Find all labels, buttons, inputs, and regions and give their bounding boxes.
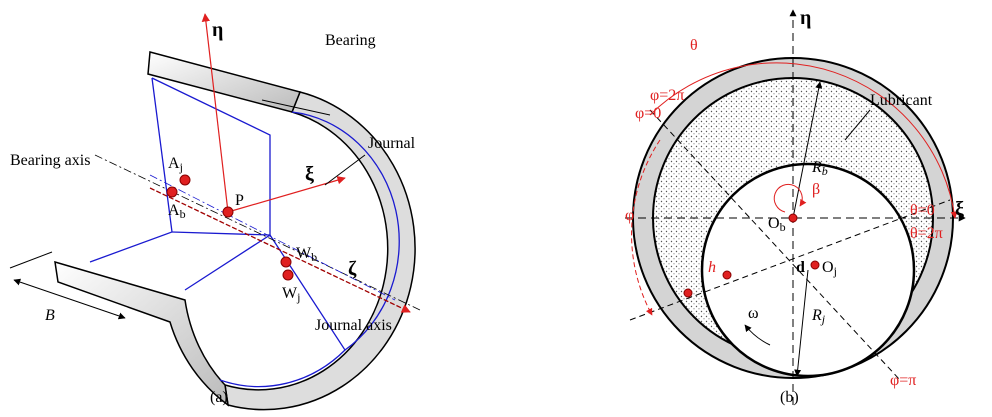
label: ξ — [955, 198, 964, 220]
label-part: b — [822, 164, 828, 178]
label-part: R — [811, 307, 822, 324]
label: P — [235, 192, 244, 209]
label: h — [708, 259, 716, 276]
label-part: b — [180, 207, 186, 221]
label: Bearing axis — [10, 152, 90, 169]
label: Ab — [168, 202, 186, 221]
bearing-bottom — [55, 262, 228, 405]
label: Wb — [296, 245, 317, 264]
b-line — [10, 252, 52, 268]
label-part: j — [179, 160, 183, 174]
label-part: O — [822, 259, 834, 276]
points — [167, 175, 293, 280]
label: ζ — [348, 258, 357, 280]
label-part: A — [168, 155, 180, 172]
label: θ=0 — [910, 202, 935, 219]
label: η — [800, 7, 811, 29]
label: d — [796, 259, 805, 276]
label-part: W — [282, 285, 298, 302]
label: θ — [690, 37, 698, 54]
label: φ=0 — [635, 105, 661, 122]
label: η — [212, 19, 223, 41]
label: Wj — [282, 285, 300, 304]
label-part: A — [168, 202, 180, 219]
label-part: b — [780, 220, 786, 234]
label-part: R — [811, 159, 822, 176]
label: Journal axis — [315, 317, 392, 334]
label: β — [812, 181, 820, 198]
label-part: j — [833, 264, 837, 278]
caption: (a) — [210, 389, 228, 406]
label: Aj — [168, 155, 183, 174]
label-part: W — [296, 245, 312, 262]
label-part: j — [296, 290, 300, 304]
label: Bearing — [325, 32, 376, 49]
journal-axis — [150, 175, 395, 300]
label: θ=2π — [910, 225, 943, 242]
leader — [325, 155, 365, 185]
label: φ=π — [890, 372, 916, 389]
figure: η Bearing Journal Bearing axis Aj Ab P ξ… — [0, 0, 992, 412]
label: φ=2π — [650, 87, 684, 104]
zeta-arrow — [150, 188, 410, 312]
label: B — [45, 307, 55, 324]
panel-a: η Bearing Journal Bearing axis Aj Ab P ξ… — [10, 14, 420, 410]
label-part: O — [768, 215, 780, 232]
label: φ — [625, 207, 634, 224]
label-part: b — [311, 250, 317, 264]
label: Journal — [368, 135, 416, 152]
panel-b: η θ Lubricant φ=2π φ=0 φ Rb β θ=0 ξ θ=2π… — [625, 7, 965, 406]
label: Lubricant — [870, 92, 933, 109]
caption: (b) — [780, 389, 799, 406]
label: ω — [748, 305, 759, 322]
label: ξ — [305, 163, 314, 185]
